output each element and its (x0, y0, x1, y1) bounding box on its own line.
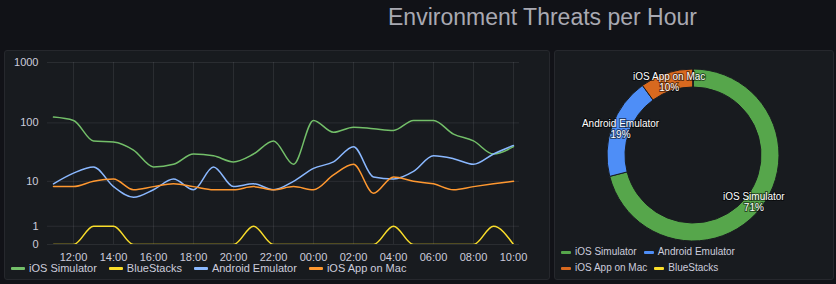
html-text:BlueStacks: BlueStacks (668, 262, 719, 273)
svg-text:iOS Simulator71%: iOS Simulator71% (723, 191, 785, 213)
svg-text:1000: 1000 (14, 56, 38, 68)
html-text:iOS Simulator: iOS Simulator (29, 262, 97, 274)
svg-text:22:00: 22:00 (260, 251, 288, 263)
svg-text:10: 10 (26, 175, 38, 187)
html-text:iOS Simulator: iOS Simulator (575, 246, 637, 257)
svg-text:06:00: 06:00 (420, 251, 448, 263)
svg-text:00:00: 00:00 (300, 251, 328, 263)
html-text:Environment Threats per Hour: Environment Threats per Hour (388, 4, 697, 30)
svg-text:14:00: 14:00 (100, 251, 128, 263)
svg-text:10:00: 10:00 (500, 251, 528, 263)
html-text:Android Emulator: Android Emulator (211, 262, 297, 274)
svg-text:08:00: 08:00 (460, 251, 488, 263)
svg-text:0: 0 (32, 238, 38, 250)
svg-text:100: 100 (20, 116, 38, 128)
svg-text:02:00: 02:00 (340, 251, 368, 263)
html-text:iOS App on Mac: iOS App on Mac (575, 262, 648, 273)
svg-text:20:00: 20:00 (220, 251, 248, 263)
svg-text:04:00: 04:00 (380, 251, 408, 263)
svg-text:16:00: 16:00 (140, 251, 168, 263)
svg-text:12:00: 12:00 (60, 251, 88, 263)
svg-text:1: 1 (32, 220, 38, 232)
html-text:Android Emulator: Android Emulator (657, 246, 735, 257)
svg-text:iOS App on Mac10%: iOS App on Mac10% (633, 71, 705, 93)
html-text:BlueStacks: BlueStacks (126, 262, 182, 274)
svg-text:18:00: 18:00 (180, 251, 208, 263)
svg-text:Android Emulator19%: Android Emulator19% (582, 118, 660, 140)
html-text:iOS App on Mac: iOS App on Mac (326, 262, 407, 274)
